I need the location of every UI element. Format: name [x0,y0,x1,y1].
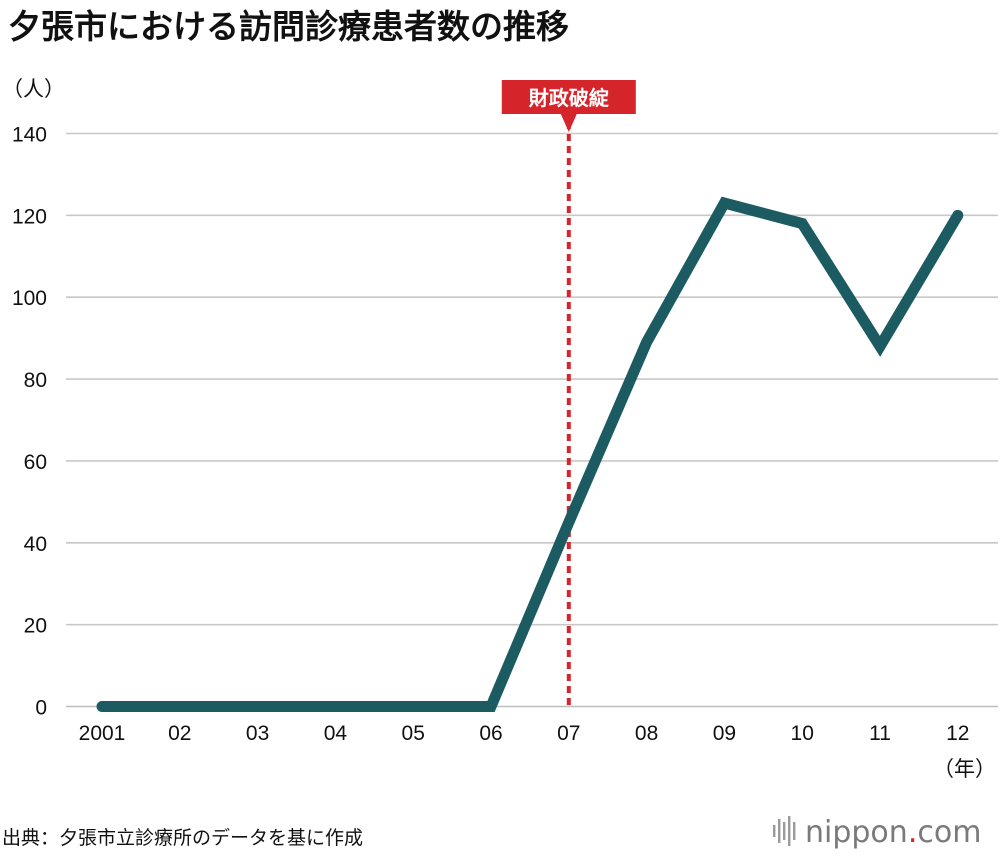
x-tick-label-04: 04 [324,722,348,745]
x-tick-label-2001: 2001 [79,722,126,745]
x-axis-label: （年） [933,757,996,781]
logo-suffix: com [917,815,981,850]
logo-brand: nippon [805,815,908,850]
x-tick-label-07: 07 [557,722,580,745]
chart-title: 夕張市における訪問診療患者数の推移 [8,7,569,46]
series-layer [96,196,964,712]
logo-wordmark: nippon.com [805,815,981,850]
x-tick-label-02: 02 [168,722,191,745]
annotation-label: 財政破綻 [529,86,610,110]
x-tick-label-06: 06 [479,722,502,745]
x-tick-label-09: 09 [713,722,736,745]
y-tick-label-60: 60 [24,451,47,474]
y-tick-label-140: 140 [12,124,47,147]
y-axis-tick-labels: 0 20 40 60 80 100 120 140 [12,124,47,720]
x-tick-label-05: 05 [402,722,425,745]
x-tick-label-12: 12 [946,722,969,745]
y-axis-label: （人） [2,77,65,101]
x-tick-label-11: 11 [869,722,891,745]
sound-bars-icon [773,816,796,846]
annotation-label-box [501,80,636,132]
nippon-logo: nippon.com [773,815,981,850]
x-tick-label-03: 03 [246,722,269,745]
logo-dot: . [908,815,918,850]
x-tick-label-08: 08 [635,722,658,745]
y-tick-label-80: 80 [24,369,47,392]
y-tick-label-0: 0 [35,697,47,720]
series-line-0 [96,196,964,712]
x-tick-label-10: 10 [791,722,814,745]
y-tick-label-40: 40 [24,533,47,556]
y-tick-label-100: 100 [12,287,47,310]
source-note: 出典：夕張市立診療所のデータを基に作成 [2,827,363,849]
x-axis-tick-labels: 2001 02 03 04 05 06 07 08 09 10 11 12 [79,722,970,745]
y-tick-label-20: 20 [24,615,47,638]
y-tick-label-120: 120 [12,205,47,228]
annotation-layer: 財政破綻 [501,80,636,707]
grid-lines [66,132,998,708]
